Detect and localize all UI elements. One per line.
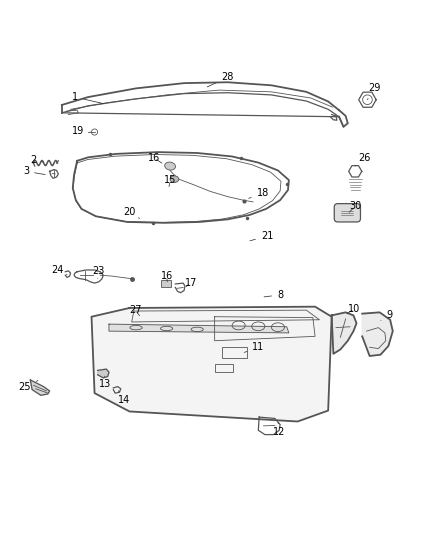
Text: 28: 28: [207, 72, 234, 87]
Ellipse shape: [170, 176, 179, 182]
Text: 21: 21: [250, 231, 273, 241]
Text: 24: 24: [51, 264, 67, 274]
Ellipse shape: [165, 162, 176, 170]
Text: 8: 8: [264, 290, 283, 300]
Text: 11: 11: [244, 342, 265, 352]
Text: 13: 13: [99, 376, 112, 390]
Text: 26: 26: [355, 153, 371, 166]
Text: 29: 29: [367, 83, 380, 100]
Text: 25: 25: [18, 381, 38, 392]
Text: 12: 12: [273, 423, 286, 437]
Text: 2: 2: [30, 155, 43, 165]
Text: 20: 20: [124, 207, 140, 219]
Text: 17: 17: [185, 278, 197, 288]
Text: 3: 3: [23, 166, 45, 176]
Text: 19: 19: [72, 126, 90, 136]
Text: 30: 30: [349, 201, 361, 212]
Text: 1: 1: [72, 92, 104, 104]
Polygon shape: [92, 306, 332, 422]
Polygon shape: [332, 312, 357, 354]
Bar: [215, 364, 233, 372]
Text: 23: 23: [93, 266, 105, 279]
Polygon shape: [98, 369, 109, 378]
Text: 16: 16: [148, 153, 162, 163]
FancyBboxPatch shape: [334, 204, 360, 222]
Text: 15: 15: [164, 175, 176, 187]
Text: 9: 9: [381, 310, 392, 320]
Text: 16: 16: [160, 271, 173, 282]
Polygon shape: [30, 380, 49, 395]
Text: 27: 27: [129, 305, 141, 316]
Text: 14: 14: [118, 391, 131, 405]
Polygon shape: [109, 324, 289, 333]
Bar: [223, 348, 247, 358]
Text: 10: 10: [347, 304, 360, 314]
Bar: [161, 280, 171, 287]
Text: 18: 18: [249, 188, 269, 198]
Polygon shape: [362, 312, 393, 356]
